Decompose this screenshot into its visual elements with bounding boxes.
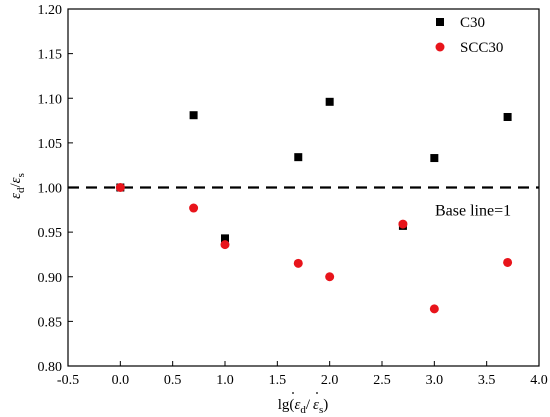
point-c30 [503,112,512,121]
baseline-group: Base line=1 [68,186,539,220]
point-c30 [221,234,229,243]
point-scc30 [325,272,335,282]
point-scc30 [398,219,408,229]
y-tick-label: 0.85 [38,315,63,330]
x-tick-label: 0.0 [112,373,130,388]
legend: C30 SCC30 [435,15,503,56]
x-title-dot-d [292,392,294,394]
point-scc30 [189,203,199,213]
x-tick-label: 1.5 [269,373,287,388]
x-axis-title: lg(εd/εs) [278,397,328,416]
x-tick-label: -0.5 [57,373,79,388]
x-tick-label: 0.5 [164,373,182,388]
x-tick-label: 3.5 [478,373,496,388]
y-tick-label: 0.80 [38,360,63,375]
baseline-label: Base line=1 [435,203,511,220]
x-axis-ticks: -0.5 0.0 0.5 1.0 1.5 2.0 2.5 3.0 3.5 4.0 [57,361,548,388]
point-scc30 [220,240,230,250]
x-title-dot-s [316,392,318,394]
point-scc30 [115,183,125,192]
legend-marker-scc30 [435,42,445,52]
y-axis-title: εd/εs [8,173,27,199]
y-tick-label: 0.95 [38,226,63,241]
y-tick-label: 1.00 [38,182,63,197]
y-tick-label: 1.05 [38,137,63,152]
point-scc30 [503,257,513,267]
point-c30 [189,111,198,120]
x-tick-label: 3.0 [426,373,444,388]
legend-label-c30: C30 [460,15,485,31]
point-scc30 [429,304,439,314]
x-tick-label: 4.0 [530,373,548,388]
data-points [115,97,513,314]
x-tick-label: 2.5 [373,373,391,388]
legend-marker-c30 [436,18,444,26]
point-c30 [325,97,334,106]
y-axis-ticks: 0.80 0.85 0.90 0.95 1.00 1.05 1.10 1.15 1.20 [38,3,73,375]
legend-label-scc30: SCC30 [460,40,503,56]
y-tick-label: 1.20 [38,3,63,18]
y-tick-label: 1.15 [38,48,63,63]
point-c30 [294,153,303,162]
y-tick-label: 1.10 [38,92,63,107]
y-tick-label: 0.90 [38,271,63,286]
x-tick-label: 1.0 [216,373,234,388]
x-tick-label: 2.0 [321,373,339,388]
point-scc30 [293,258,303,268]
point-c30 [430,154,439,163]
